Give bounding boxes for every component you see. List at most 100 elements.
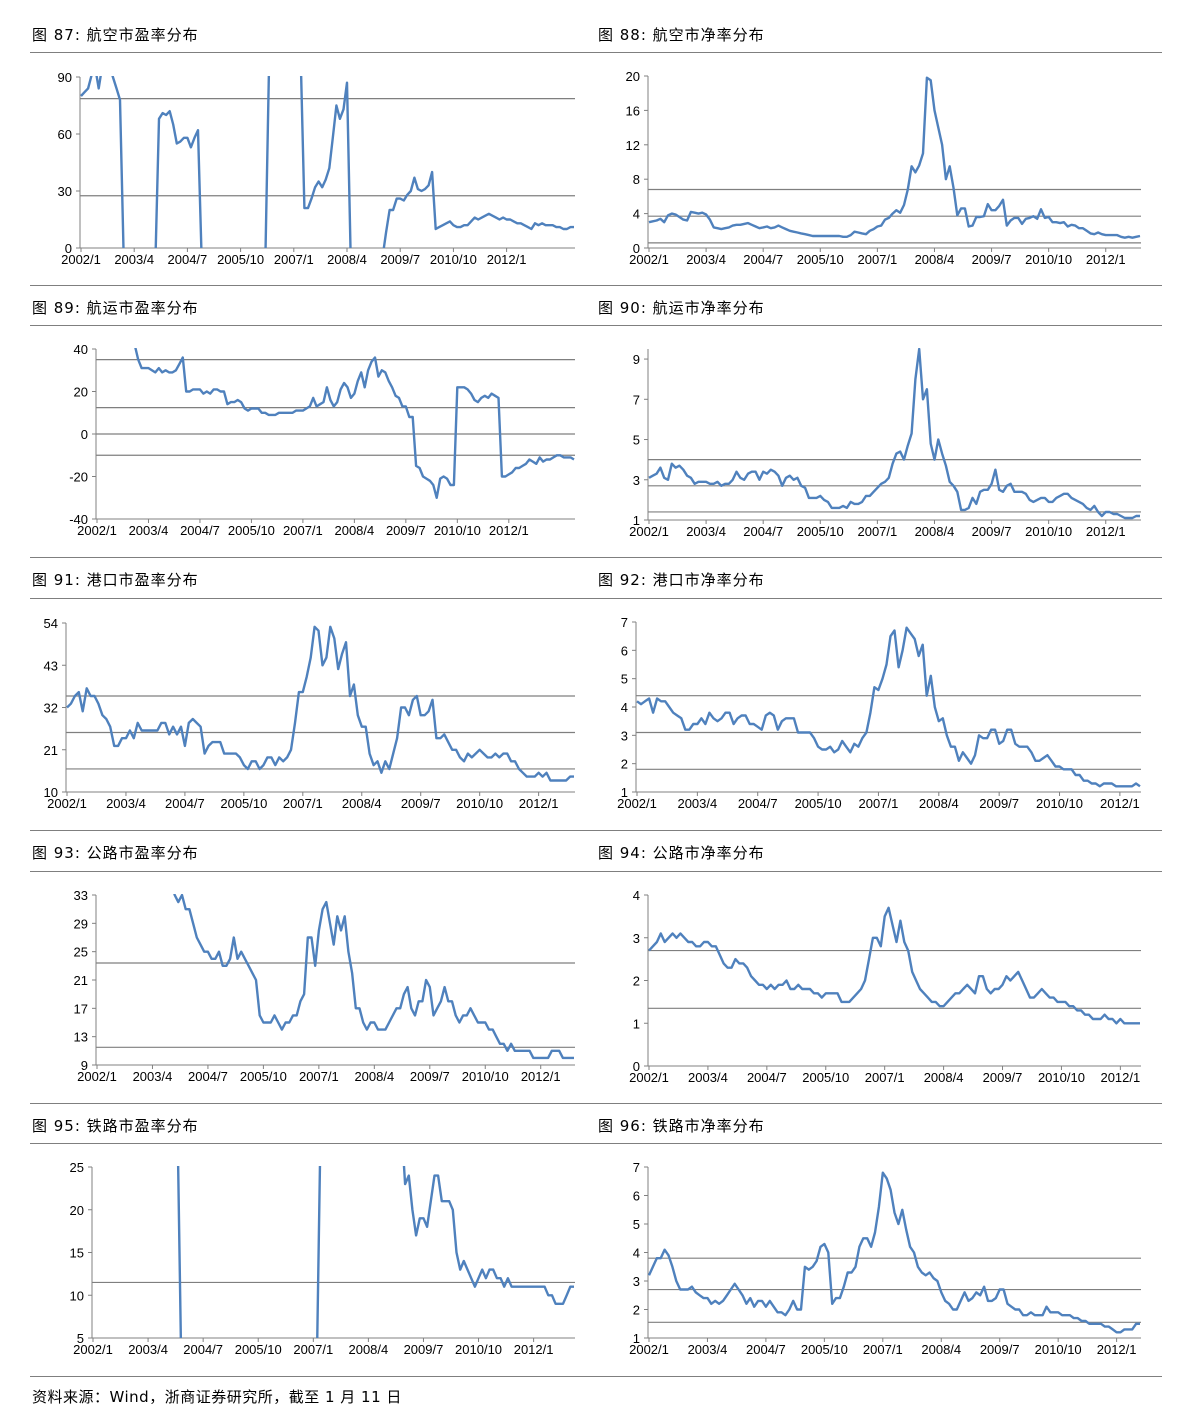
series-line bbox=[176, 1166, 574, 1338]
series-line bbox=[648, 906, 1140, 1025]
x-tick-label: 2002/1 bbox=[77, 1069, 117, 1084]
y-tick-label: 0 bbox=[81, 427, 88, 442]
y-tick-label: 9 bbox=[81, 1058, 88, 1073]
x-tick-label: 2002/1 bbox=[47, 796, 87, 811]
x-tick-label: 2004/7 bbox=[746, 1342, 786, 1357]
x-tick-label: 2003/4 bbox=[688, 1342, 728, 1357]
x-tick-label: 2005/10 bbox=[240, 1069, 287, 1084]
y-tick-label: 12 bbox=[626, 138, 640, 153]
x-tick-label: 2009/7 bbox=[386, 523, 426, 538]
separator-rule bbox=[30, 598, 1162, 599]
y-tick-label: 21 bbox=[44, 743, 58, 758]
x-tick-label: 2005/10 bbox=[801, 1342, 848, 1357]
y-tick-label: 20 bbox=[74, 385, 88, 400]
separator-rule bbox=[30, 52, 1162, 53]
y-tick-label: 1 bbox=[621, 785, 628, 800]
x-tick-label: 2004/7 bbox=[743, 524, 783, 539]
x-tick-label: 2012/1 bbox=[487, 252, 527, 267]
x-tick-label: 2004/7 bbox=[188, 1069, 228, 1084]
x-tick-label: 2012/1 bbox=[519, 796, 559, 811]
x-tick-label: 2012/1 bbox=[489, 523, 529, 538]
x-tick-label: 2002/1 bbox=[61, 252, 101, 267]
x-tick-label: 2009/7 bbox=[410, 1069, 450, 1084]
y-tick-label: 32 bbox=[44, 701, 58, 716]
x-tick-label: 2003/4 bbox=[106, 796, 146, 811]
y-tick-label: 20 bbox=[626, 69, 640, 84]
x-tick-label: 2012/1 bbox=[1086, 524, 1126, 539]
x-tick-label: 2003/4 bbox=[677, 796, 717, 811]
y-tick-label: 3 bbox=[633, 931, 640, 946]
y-tick-label: 5 bbox=[633, 1217, 640, 1232]
y-tick-label: 1 bbox=[633, 1016, 640, 1031]
x-tick-label: 2008/4 bbox=[915, 524, 955, 539]
x-tick-label: 2012/1 bbox=[1100, 796, 1140, 811]
y-tick-label: 1 bbox=[633, 513, 640, 528]
x-tick-label: 2009/7 bbox=[380, 252, 420, 267]
x-tick-label: 2010/10 bbox=[1025, 524, 1072, 539]
x-tick-label: 2009/7 bbox=[983, 1070, 1023, 1085]
y-tick-label: 60 bbox=[58, 127, 72, 142]
y-tick-label: 33 bbox=[74, 888, 88, 903]
chart-fig96: 1 2 3 4 5 6 7 2002/1 2003/4 2004/7 2005/10 2007/1 20… bbox=[629, 1160, 1141, 1357]
x-tick-label: 2002/1 bbox=[73, 1342, 113, 1357]
series-line bbox=[80, 76, 574, 248]
y-tick-label: 4 bbox=[621, 700, 628, 715]
x-tick-label: 2010/10 bbox=[430, 252, 477, 267]
y-tick-label: 0 bbox=[633, 1059, 640, 1074]
y-tick-label: -20 bbox=[69, 470, 88, 485]
y-tick-label: 90 bbox=[58, 70, 72, 85]
x-tick-label: 2005/10 bbox=[797, 252, 844, 267]
x-tick-label: 2007/1 bbox=[863, 1342, 903, 1357]
series-line bbox=[134, 348, 575, 499]
x-tick-label: 2003/4 bbox=[114, 252, 154, 267]
x-tick-label: 2012/1 bbox=[514, 1342, 554, 1357]
x-tick-label: 2007/1 bbox=[283, 523, 323, 538]
x-tick-label: 2007/1 bbox=[299, 1069, 339, 1084]
chart-fig88: 0 4 8 12 16 20 2002/1 2003/4 2004/7 2005/10 2007/1… bbox=[626, 69, 1141, 267]
separator-rule bbox=[30, 1143, 1162, 1144]
y-tick-label: 16 bbox=[626, 103, 640, 118]
x-tick-label: 2008/4 bbox=[354, 1069, 394, 1084]
separator-rule bbox=[30, 871, 1162, 872]
y-tick-label: 29 bbox=[74, 916, 88, 931]
y-tick-label: 2 bbox=[633, 1303, 640, 1318]
y-tick-label: 40 bbox=[74, 342, 88, 357]
x-tick-label: 2008/4 bbox=[915, 252, 955, 267]
y-tick-label: 4 bbox=[633, 1246, 640, 1261]
separator-rule bbox=[30, 325, 1162, 326]
x-tick-label: 2002/1 bbox=[629, 524, 669, 539]
chart-fig95: 5 10 15 20 25 2002/1 2003/4 2004/7 2005/10 2007/1… bbox=[70, 1160, 575, 1357]
y-tick-label: 4 bbox=[633, 207, 640, 222]
x-tick-label: 2005/10 bbox=[797, 524, 844, 539]
y-tick-label: 8 bbox=[633, 172, 640, 187]
x-tick-label: 2004/7 bbox=[183, 1342, 223, 1357]
x-tick-label: 2010/10 bbox=[456, 796, 503, 811]
chart-title-fig88: 图 88: 航空市净率分布 bbox=[598, 26, 765, 44]
x-tick-label: 2004/7 bbox=[165, 796, 205, 811]
x-tick-label: 2008/4 bbox=[348, 1342, 388, 1357]
y-tick-label: 0 bbox=[633, 241, 640, 256]
x-tick-label: 2003/4 bbox=[688, 1070, 728, 1085]
y-tick-label: 1 bbox=[633, 1331, 640, 1346]
chart-title-fig89: 图 89: 航运市盈率分布 bbox=[32, 299, 199, 317]
x-tick-label: 2004/7 bbox=[738, 796, 778, 811]
chart-title-fig87: 图 87: 航空市盈率分布 bbox=[32, 26, 199, 44]
chart-title-fig96: 图 96: 铁路市净率分布 bbox=[598, 1117, 765, 1135]
chart-title-fig93: 图 93: 公路市盈率分布 bbox=[32, 844, 199, 862]
y-tick-label: 30 bbox=[58, 184, 72, 199]
y-tick-label: 17 bbox=[74, 1001, 88, 1016]
x-tick-label: 2010/10 bbox=[434, 523, 481, 538]
series-line bbox=[66, 625, 574, 782]
x-tick-label: 2002/1 bbox=[629, 252, 669, 267]
x-tick-label: 2005/10 bbox=[795, 796, 842, 811]
chart-title-fig94: 图 94: 公路市净率分布 bbox=[598, 844, 765, 862]
x-tick-label: 2007/1 bbox=[865, 1070, 905, 1085]
x-tick-label: 2004/7 bbox=[168, 252, 208, 267]
series-line bbox=[648, 1171, 1140, 1334]
x-tick-label: 2008/4 bbox=[342, 796, 382, 811]
x-tick-label: 2010/10 bbox=[1035, 1342, 1082, 1357]
chart-fig87: 0 30 60 90 2002/1 2003/4 2004/7 2005/10 2007/1 20… bbox=[58, 70, 575, 267]
y-tick-label: 20 bbox=[70, 1203, 84, 1218]
x-tick-label: 2004/7 bbox=[743, 252, 783, 267]
x-tick-label: 2003/4 bbox=[133, 1069, 173, 1084]
